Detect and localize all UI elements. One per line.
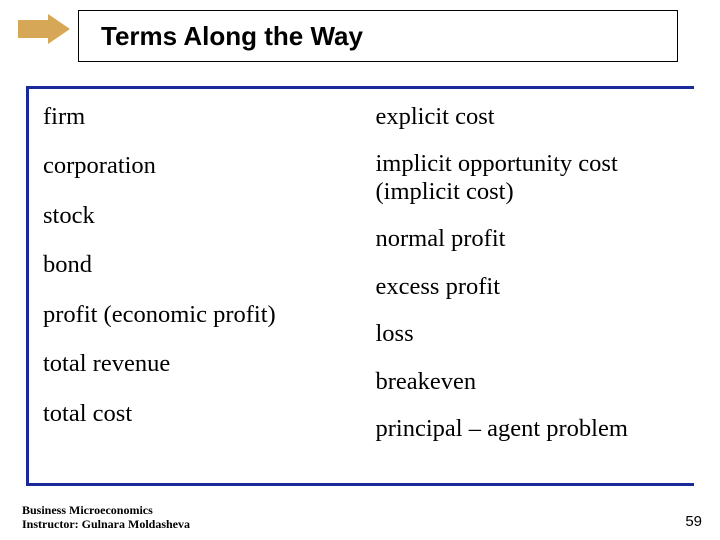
term-item: breakeven bbox=[376, 368, 681, 395]
left-column: firm corporation stock bond profit (econ… bbox=[29, 89, 362, 483]
term-item: total revenue bbox=[43, 350, 348, 377]
term-item: corporation bbox=[43, 152, 348, 179]
term-item: stock bbox=[43, 202, 348, 229]
term-item: explicit cost bbox=[376, 103, 681, 130]
page-title: Terms Along the Way bbox=[101, 21, 363, 52]
term-item: principal – agent problem bbox=[376, 415, 681, 442]
arrow-bullet-icon bbox=[18, 14, 70, 49]
footer-line1: Business Microeconomics bbox=[22, 504, 190, 518]
footer-credit: Business Microeconomics Instructor: Guln… bbox=[22, 504, 190, 532]
page-number: 59 bbox=[685, 513, 702, 530]
term-item: loss bbox=[376, 320, 681, 347]
term-item: profit (economic profit) bbox=[43, 301, 348, 328]
term-item: total cost bbox=[43, 400, 348, 427]
title-box: Terms Along the Way bbox=[78, 10, 678, 62]
term-item: firm bbox=[43, 103, 348, 130]
term-item: excess profit bbox=[376, 273, 681, 300]
term-item: implicit opportunity cost (implicit cost… bbox=[376, 150, 681, 205]
terms-panel: firm corporation stock bond profit (econ… bbox=[26, 86, 694, 486]
term-item: bond bbox=[43, 251, 348, 278]
term-item: normal profit bbox=[376, 225, 681, 252]
right-column: explicit cost implicit opportunity cost … bbox=[362, 89, 695, 483]
footer-line2: Instructor: Gulnara Moldasheva bbox=[22, 518, 190, 532]
